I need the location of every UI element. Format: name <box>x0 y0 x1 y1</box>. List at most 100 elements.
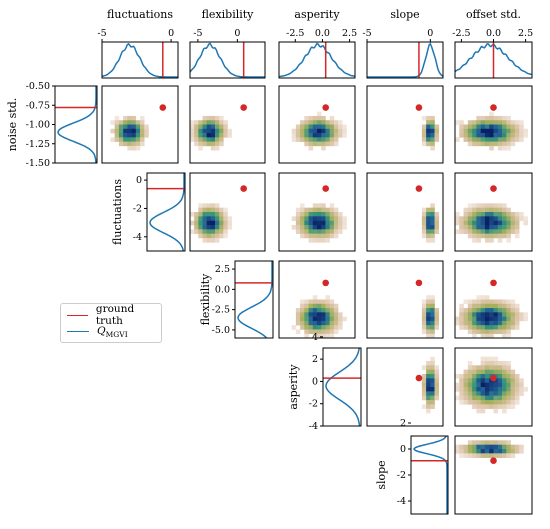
histogram-cell <box>480 225 486 230</box>
histogram-cell <box>308 299 314 305</box>
histogram-cell <box>489 312 494 317</box>
histogram-cell <box>484 229 490 234</box>
histogram-cell <box>472 137 477 142</box>
histogram-cell <box>426 141 431 147</box>
histogram-cell <box>519 124 524 130</box>
histogram-cell <box>300 316 305 322</box>
axis-label: flexibility <box>199 273 212 326</box>
histogram-cell <box>467 365 473 370</box>
histogram-cell <box>317 137 322 142</box>
histogram-cell <box>476 312 481 317</box>
histogram-cell <box>317 308 322 313</box>
histogram-cell <box>312 212 318 217</box>
histogram-cell <box>434 137 440 142</box>
histogram-cell <box>502 212 507 217</box>
histogram-cell <box>312 137 318 142</box>
truth-point <box>415 104 423 111</box>
histogram-cell <box>514 374 520 379</box>
histogram-cell <box>489 128 494 134</box>
histogram-cell <box>210 212 216 217</box>
histogram-cell <box>467 374 473 379</box>
histogram-cell <box>506 212 511 217</box>
histogram-cell <box>300 212 305 217</box>
histogram-cell <box>434 320 440 326</box>
histogram-cell <box>497 141 503 147</box>
histogram-cell <box>514 137 520 142</box>
histogram-cell <box>321 216 326 221</box>
histogram-cell <box>497 320 503 326</box>
histogram-cell <box>198 207 203 213</box>
histogram-cell <box>467 378 473 383</box>
histogram-cell <box>467 220 473 226</box>
histogram-cell <box>421 124 427 130</box>
histogram-cell <box>426 225 431 230</box>
truth-point <box>415 279 423 287</box>
histogram-cell <box>227 128 232 134</box>
histogram-cell <box>467 128 473 134</box>
histogram-cell <box>421 229 427 234</box>
histogram-cell <box>506 329 511 335</box>
histogram-cell <box>300 124 305 130</box>
histogram-cell <box>502 449 507 454</box>
pair-panel-frame <box>454 347 533 427</box>
histogram-cell <box>210 145 216 151</box>
histogram-cell <box>300 133 305 138</box>
histogram-cell <box>493 440 499 445</box>
histogram-cell <box>472 369 477 375</box>
histogram-cell <box>430 333 435 339</box>
histogram-cell <box>489 229 494 234</box>
histogram-cell <box>421 220 427 226</box>
histogram-cell <box>434 325 440 330</box>
histogram-cell <box>455 216 460 221</box>
histogram-cell <box>198 120 203 125</box>
histogram-cell <box>215 233 220 239</box>
histogram-cell <box>308 329 314 335</box>
histogram-cell <box>502 308 507 313</box>
histogram-cell <box>312 238 318 243</box>
histogram-cell <box>312 308 318 313</box>
histogram-cell <box>434 225 440 230</box>
histogram-cell <box>510 374 516 379</box>
histogram-cell <box>421 312 427 317</box>
histogram-cell <box>219 137 224 142</box>
histogram-cell <box>325 133 330 138</box>
histogram-cell <box>467 395 473 401</box>
histogram-cell <box>506 225 511 230</box>
histogram-cell <box>463 374 469 379</box>
histogram-cell <box>317 316 322 322</box>
histogram-cell <box>421 233 427 239</box>
histogram-cell <box>480 400 486 405</box>
histogram-cell <box>514 212 520 217</box>
histogram-cell <box>308 303 314 309</box>
histogram-cell <box>300 120 305 125</box>
histogram-cell <box>514 124 520 130</box>
histogram-cell <box>304 329 309 335</box>
histogram-cell <box>476 325 481 330</box>
tick-label: -5.0 <box>212 325 230 336</box>
histogram-cell <box>484 361 490 366</box>
histogram-cell <box>202 207 207 213</box>
histogram-cell <box>463 229 469 234</box>
histogram-cell <box>476 395 481 401</box>
histogram-cell <box>190 133 195 138</box>
histogram-cell <box>131 128 137 134</box>
histogram-cell <box>506 115 511 121</box>
histogram-cell <box>493 216 499 221</box>
histogram-cell <box>510 449 516 454</box>
histogram-cell <box>497 233 503 239</box>
tick-label: -2.5 <box>452 28 470 39</box>
histogram-cell <box>480 207 486 213</box>
histogram-cell <box>198 141 203 147</box>
histogram-cell <box>223 233 228 239</box>
histogram-cell <box>114 128 120 134</box>
histogram-cell <box>329 320 335 326</box>
histogram-cell <box>519 216 524 221</box>
histogram-cell <box>510 387 516 392</box>
histogram-cell <box>295 220 301 226</box>
histogram-cell <box>219 220 224 226</box>
histogram-cell <box>333 229 339 234</box>
histogram-cell <box>523 128 529 134</box>
marginal-frame <box>322 347 362 427</box>
histogram-cell <box>325 303 330 309</box>
histogram-cell <box>493 408 499 414</box>
